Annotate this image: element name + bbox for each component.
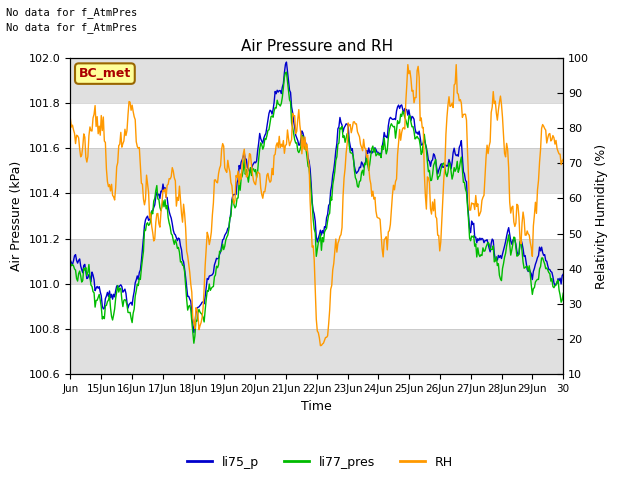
Bar: [70, 103, 563, 148]
Y-axis label: Relativity Humidity (%): Relativity Humidity (%): [595, 144, 607, 288]
Text: No data for f_AtmPres: No data for f_AtmPres: [6, 7, 138, 18]
Text: BC_met: BC_met: [79, 67, 131, 80]
Text: No data for f_AtmPres: No data for f_AtmPres: [6, 22, 138, 33]
Bar: [70, 239, 563, 284]
Bar: [70, 148, 563, 193]
Legend: li75_p, li77_pres, RH: li75_p, li77_pres, RH: [182, 451, 458, 474]
Y-axis label: Air Pressure (kPa): Air Pressure (kPa): [10, 161, 24, 271]
Title: Air Pressure and RH: Air Pressure and RH: [241, 39, 393, 54]
Bar: [70, 58, 563, 103]
X-axis label: Time: Time: [301, 400, 332, 413]
Bar: [70, 329, 563, 374]
Bar: [70, 284, 563, 329]
Bar: [70, 193, 563, 239]
